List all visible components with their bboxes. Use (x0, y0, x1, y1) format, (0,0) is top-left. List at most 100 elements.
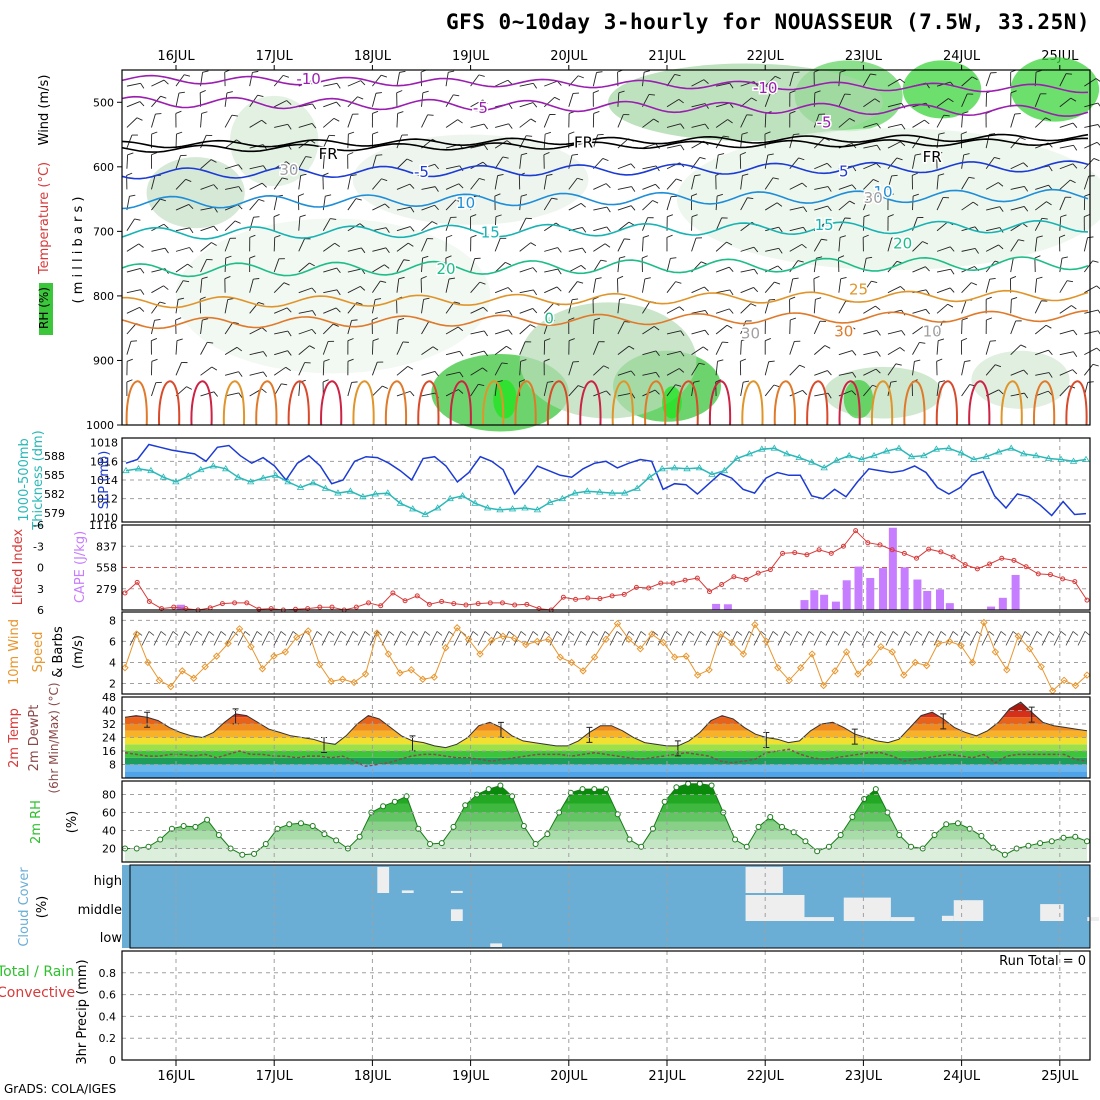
wind-barb-shaft (592, 341, 600, 355)
wind-barb-shaft (396, 366, 409, 376)
wind-barb (519, 341, 532, 355)
wind-barb-shaft (224, 346, 238, 356)
wind-barb-flag (873, 179, 879, 183)
wind-barb (151, 318, 161, 335)
thickness-marker (970, 455, 978, 462)
wind-barb (519, 82, 538, 89)
wind-barb (568, 298, 579, 314)
lifted-index-marker (439, 599, 445, 604)
wind-barb (740, 268, 758, 275)
wind-barb-shaft (1084, 309, 1099, 314)
temp-line (124, 701, 1088, 749)
wind-barb (544, 286, 562, 294)
wind-barb (519, 217, 532, 231)
wind-speed-marker (590, 653, 599, 661)
cloud-level-high: high (94, 874, 122, 889)
surface-wind-barb-flag (976, 631, 983, 636)
wind-barb-flag (912, 193, 919, 197)
wind-barb-shaft (421, 258, 423, 273)
wind-barb (961, 176, 975, 190)
wind-barb-flag (398, 276, 405, 280)
thickness-marker (234, 473, 242, 480)
wind-barb-shaft (691, 329, 706, 335)
wind-barb-flag (827, 186, 832, 192)
wind-barb-shaft (1059, 73, 1067, 87)
wind-barb (961, 201, 979, 211)
wind-barb (912, 325, 930, 335)
wind-barb-flag (577, 177, 584, 181)
wind-barb-shaft (470, 123, 485, 128)
wind-barb-flag (839, 70, 846, 73)
thickness-marker (346, 487, 355, 494)
thickness-marker (1069, 457, 1078, 464)
wind-barb-shaft (1034, 201, 1047, 211)
wind-barb-flag (900, 286, 906, 291)
wind-barb-flag (261, 119, 267, 125)
wind-barb (175, 154, 187, 169)
wind-barb-flag (356, 302, 363, 305)
wind-barb-shaft (396, 259, 405, 273)
wind-barb (224, 164, 243, 170)
rh-marker (204, 816, 211, 823)
wind-barb (691, 123, 709, 130)
surface-wind-barb (153, 631, 162, 646)
wind-barb (1010, 185, 1029, 192)
surface-contour (968, 380, 991, 426)
wind-barb (863, 144, 881, 151)
wind-barb-shaft (200, 320, 203, 335)
wind-barb-flag (407, 365, 414, 370)
wind-barb-flag (551, 197, 558, 200)
wind-barb-shaft (764, 361, 770, 376)
wind-barb (421, 346, 439, 356)
wind-barb (421, 221, 438, 232)
surface-wind-barb (189, 631, 198, 646)
wind-barb (371, 92, 382, 107)
wind-barb-shaft (544, 286, 558, 294)
wind-barb-shaft (249, 199, 260, 211)
wind-barb-flag (870, 73, 877, 76)
wind-barb-flag (361, 247, 366, 254)
wind-speed-marker (785, 676, 793, 685)
wind-barb-flag (178, 91, 185, 94)
wind-barb-shaft (936, 303, 948, 314)
surface-wind-barb (861, 631, 870, 646)
wind-barb (175, 178, 192, 190)
surface-wind-barb-flag (796, 631, 803, 636)
wind-barb-shaft (642, 326, 655, 335)
wind-speed-marker (430, 673, 438, 681)
wind-speed-marker (625, 635, 633, 644)
wind-barb (519, 267, 538, 273)
lifted-index-marker (499, 600, 505, 606)
wind-barb-shaft (494, 362, 503, 376)
wind-speed-marker (934, 639, 942, 648)
wind-barb-flag (653, 326, 660, 331)
wind-barb (421, 186, 439, 192)
wind-barb (470, 144, 488, 151)
wind-barb (371, 110, 379, 128)
surface-wind-barb (237, 631, 246, 646)
wind-barb-flag (922, 241, 929, 245)
wind-barb-flag (840, 276, 847, 280)
wind-barb-shaft (347, 285, 361, 294)
wind-barb-shaft (126, 154, 129, 169)
wind-barb-shaft (691, 286, 705, 294)
rh-marker (274, 825, 281, 832)
wind-barb-flag (385, 247, 390, 253)
precip-axis-label: 3hr Precip (mm) (75, 959, 90, 1064)
wind-barb (642, 118, 659, 128)
lifted-index-marker (426, 601, 432, 607)
wind-barb (887, 236, 898, 252)
wind-barb-flag (747, 197, 754, 199)
wind-barb-shaft (691, 175, 696, 190)
wind-barb-shaft (642, 301, 651, 314)
wind-barb (298, 214, 306, 231)
surface-wind-barb (501, 631, 510, 646)
wind-barb-flag (1010, 275, 1017, 280)
wind-barb-flag (1034, 255, 1041, 259)
rh-marker (1072, 833, 1079, 840)
wind-barb-shaft (813, 321, 821, 335)
wind-barb-flag (890, 380, 897, 383)
lifted-index-marker (670, 580, 676, 586)
wind-barb-shaft (1083, 260, 1094, 273)
wind-barb-shaft (765, 226, 779, 232)
